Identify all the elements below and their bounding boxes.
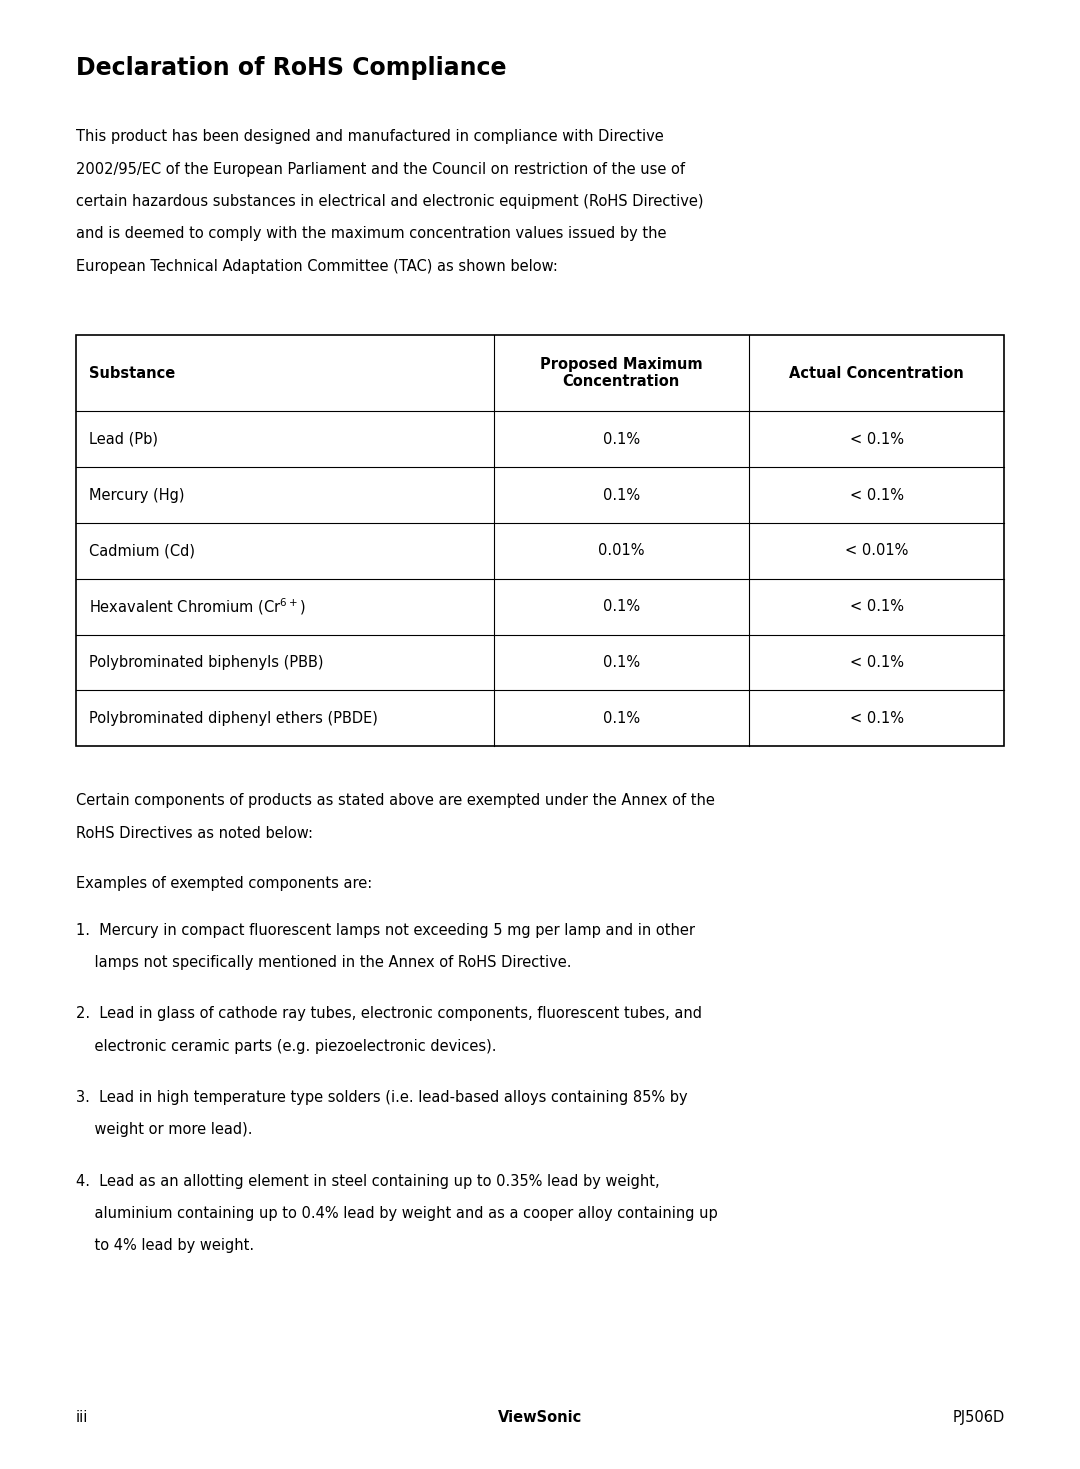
Text: 2.  Lead in glass of cathode ray tubes, electronic components, fluorescent tubes: 2. Lead in glass of cathode ray tubes, e… — [76, 1006, 702, 1021]
Text: Hexavalent Chromium (Cr$^{6+}$): Hexavalent Chromium (Cr$^{6+}$) — [89, 596, 306, 617]
Text: 0.1%: 0.1% — [603, 599, 639, 614]
Bar — [76, 335, 1004, 746]
Text: 0.1%: 0.1% — [603, 711, 639, 726]
Text: Certain components of products as stated above are exempted under the Annex of t: Certain components of products as stated… — [76, 793, 715, 808]
Text: < 0.1%: < 0.1% — [850, 711, 904, 726]
Text: < 0.1%: < 0.1% — [850, 655, 904, 670]
Text: Polybrominated biphenyls (PBB): Polybrominated biphenyls (PBB) — [89, 655, 323, 670]
Text: 0.1%: 0.1% — [603, 488, 639, 502]
Text: 0.01%: 0.01% — [598, 544, 645, 558]
Text: electronic ceramic parts (e.g. piezoelectronic devices).: electronic ceramic parts (e.g. piezoelec… — [76, 1039, 496, 1053]
Text: and is deemed to comply with the maximum concentration values issued by the: and is deemed to comply with the maximum… — [76, 226, 666, 241]
Text: European Technical Adaptation Committee (TAC) as shown below:: European Technical Adaptation Committee … — [76, 259, 557, 273]
Text: Declaration of RoHS Compliance: Declaration of RoHS Compliance — [76, 56, 507, 79]
Text: PJ506D: PJ506D — [953, 1410, 1004, 1425]
Text: This product has been designed and manufactured in compliance with Directive: This product has been designed and manuf… — [76, 129, 663, 144]
Text: Proposed Maximum
Concentration: Proposed Maximum Concentration — [540, 357, 703, 389]
Text: 1.  Mercury in compact fluorescent lamps not exceeding 5 mg per lamp and in othe: 1. Mercury in compact fluorescent lamps … — [76, 923, 694, 937]
Text: certain hazardous substances in electrical and electronic equipment (RoHS Direct: certain hazardous substances in electric… — [76, 194, 703, 209]
Text: 3.  Lead in high temperature type solders (i.e. lead-based alloys containing 85%: 3. Lead in high temperature type solders… — [76, 1090, 687, 1105]
Text: to 4% lead by weight.: to 4% lead by weight. — [76, 1238, 254, 1253]
Text: < 0.1%: < 0.1% — [850, 599, 904, 614]
Text: 0.1%: 0.1% — [603, 655, 639, 670]
Text: lamps not specifically mentioned in the Annex of RoHS Directive.: lamps not specifically mentioned in the … — [76, 955, 571, 970]
Text: 2002/95/EC of the European Parliament and the Council on restriction of the use : 2002/95/EC of the European Parliament an… — [76, 162, 685, 176]
Text: 0.1%: 0.1% — [603, 432, 639, 447]
Text: < 0.01%: < 0.01% — [845, 544, 908, 558]
Text: < 0.1%: < 0.1% — [850, 488, 904, 502]
Text: < 0.1%: < 0.1% — [850, 432, 904, 447]
Text: Substance: Substance — [89, 366, 175, 380]
Text: Cadmium (Cd): Cadmium (Cd) — [89, 544, 194, 558]
Text: Lead (Pb): Lead (Pb) — [89, 432, 158, 447]
Text: RoHS Directives as noted below:: RoHS Directives as noted below: — [76, 826, 312, 840]
Text: Mercury (Hg): Mercury (Hg) — [89, 488, 184, 502]
Text: ViewSonic: ViewSonic — [498, 1410, 582, 1425]
Text: Polybrominated diphenyl ethers (PBDE): Polybrominated diphenyl ethers (PBDE) — [89, 711, 377, 726]
Text: weight or more lead).: weight or more lead). — [76, 1122, 252, 1137]
Text: 4.  Lead as an allotting element in steel containing up to 0.35% lead by weight,: 4. Lead as an allotting element in steel… — [76, 1174, 659, 1188]
Text: Actual Concentration: Actual Concentration — [789, 366, 964, 380]
Text: Examples of exempted components are:: Examples of exempted components are: — [76, 876, 372, 890]
Text: iii: iii — [76, 1410, 87, 1425]
Text: aluminium containing up to 0.4% lead by weight and as a cooper alloy containing : aluminium containing up to 0.4% lead by … — [76, 1206, 717, 1221]
